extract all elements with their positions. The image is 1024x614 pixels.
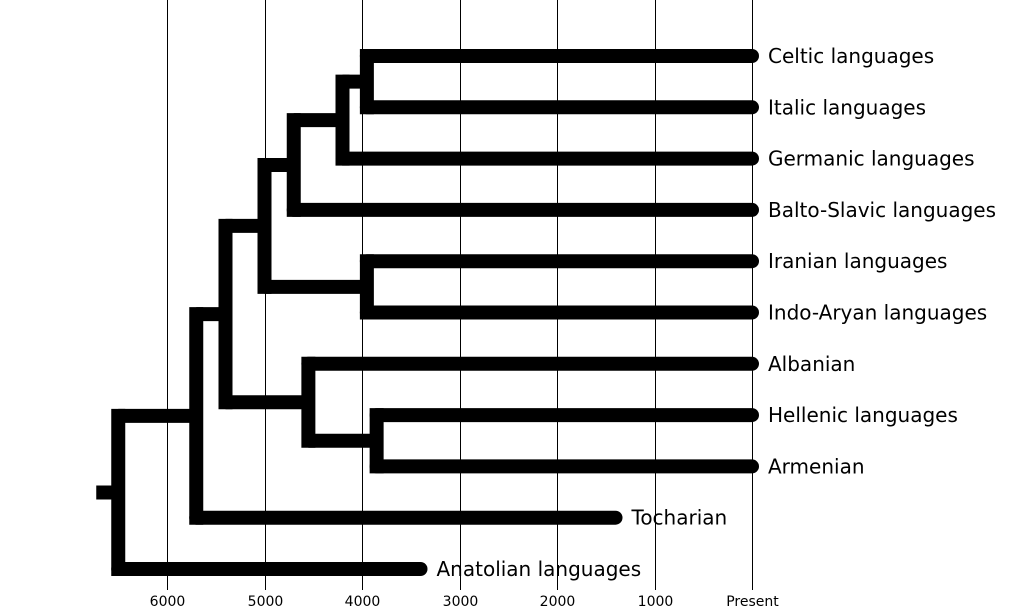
tick-label-present: Present [726, 594, 779, 610]
tick-label-4000: 4000 [345, 594, 381, 610]
tick-label-6000: 6000 [150, 594, 186, 610]
leaf-label-albanian: Albanian [768, 352, 855, 376]
leaf-label-tocharian: Tocharian [631, 506, 728, 530]
tick-label-1000: 1000 [638, 594, 674, 610]
time-gridlines [167, 0, 753, 590]
leaf-labels: Celtic languages Italic languages Germanic… [437, 44, 997, 581]
tick-label-5000: 5000 [248, 594, 284, 610]
leaf-label-germanic-languages: Germanic languages [768, 147, 975, 171]
tree-branches [96, 49, 759, 576]
leaf-label-hellenic-languages: Hellenic languages [768, 403, 958, 427]
leaf-label-celtic-languages: Celtic languages [768, 44, 934, 68]
leaf-label-italic-languages: Italic languages [768, 95, 926, 119]
leaf-label-armenian: Armenian [768, 454, 865, 478]
leaf-label-indo-aryan-languages: Indo-Aryan languages [768, 301, 987, 325]
tick-label-3000: 3000 [443, 594, 479, 610]
tick-label-2000: 2000 [540, 594, 576, 610]
time-axis: 6000 5000 4000 3000 2000 1000 Present [150, 594, 780, 610]
leaf-label-anatolian-languages: Anatolian languages [437, 557, 642, 581]
leaf-label-iranian-languages: Iranian languages [768, 249, 947, 273]
leaf-label-balto-slavic-languages: Balto-Slavic languages [768, 198, 996, 222]
